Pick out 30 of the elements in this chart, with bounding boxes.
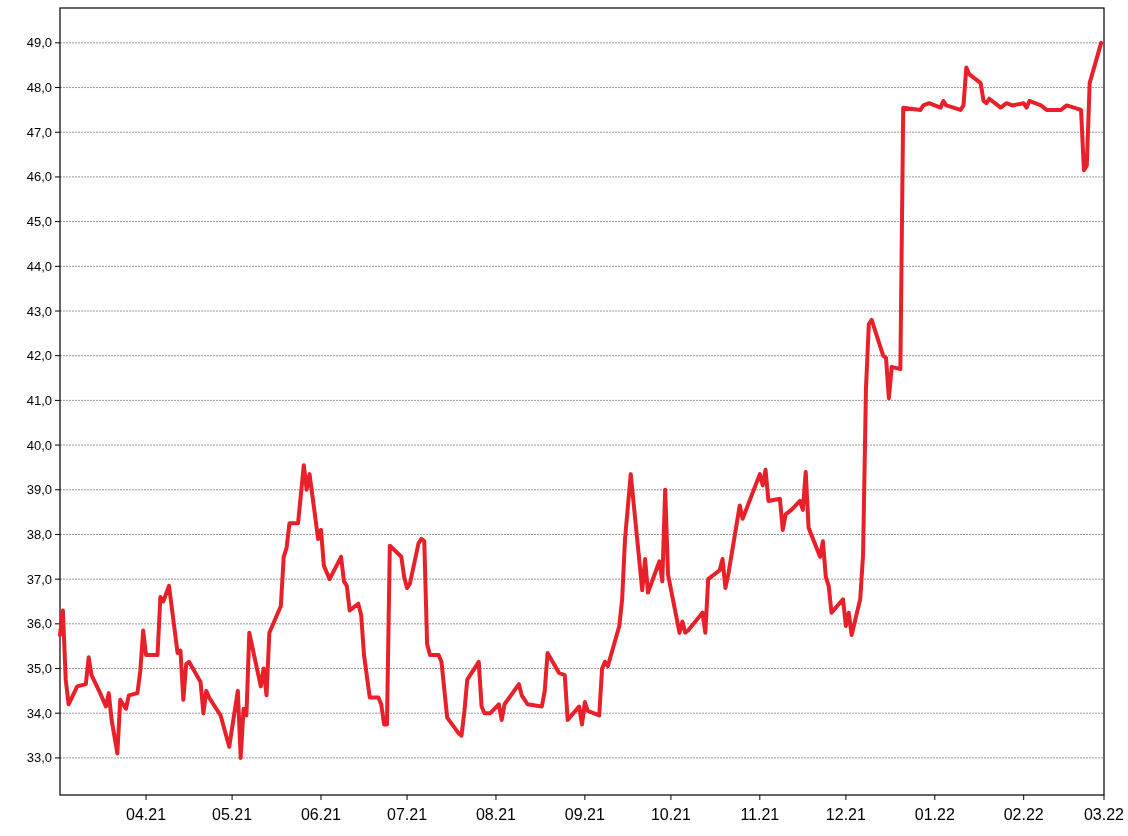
y-tick-label: 47,0	[26, 124, 52, 140]
y-tick-label: 41,0	[26, 392, 52, 408]
x-tick-label: 10.21	[650, 806, 692, 823]
x-tick-label: 01.22	[914, 806, 955, 823]
line-series	[58, 40, 1104, 760]
y-tick-label: 43,0	[26, 303, 52, 319]
y-tick-label: 37,0	[26, 571, 52, 587]
y-tick-label: 38,0	[26, 527, 52, 542]
y-tick-label: 49,0	[26, 35, 52, 51]
y-tick-label: 48,0	[26, 80, 52, 96]
x-tick-label: 02.22	[1003, 806, 1044, 823]
y-tick-label: 34,0	[26, 705, 52, 721]
y-tick-label: 35,0	[26, 661, 52, 677]
x-tick-label: 12.21	[825, 806, 866, 823]
y-tick-label: 40,0	[26, 437, 52, 453]
y-tick-label: 46,0	[26, 169, 52, 185]
x-tick-label: 09.21	[564, 806, 605, 823]
y-tick-label: 45,0	[26, 214, 52, 230]
x-tick-label: 11.21	[740, 806, 780, 823]
x-tick-label: 03.22	[1083, 806, 1125, 823]
y-tick-label: 42,0	[26, 348, 52, 364]
y-tick-label: 44,0	[26, 258, 52, 274]
y-tick-label: 39,0	[26, 482, 52, 498]
x-tick-label: 05.21	[212, 806, 253, 823]
x-tick-label: 08.21	[475, 806, 517, 823]
x-tick-label: 06.21	[300, 806, 342, 823]
y-tick-label: 33,0	[26, 750, 52, 766]
y-tick-label: 36,0	[26, 616, 52, 632]
x-tick-label: 07.21	[387, 806, 428, 823]
x-tick-label: 04.21	[126, 806, 167, 823]
